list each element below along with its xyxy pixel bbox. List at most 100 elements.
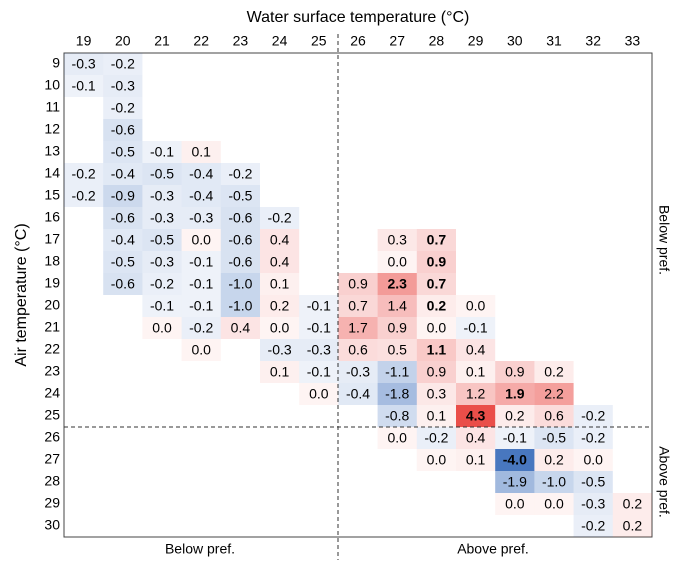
cell-value: -0.6 (111, 210, 135, 226)
cell (260, 317, 300, 339)
cell (338, 339, 378, 361)
cell (495, 383, 535, 405)
cell-value: 0.9 (505, 364, 525, 380)
cell (377, 317, 417, 339)
cell-value: -0.6 (228, 254, 252, 270)
cell (260, 251, 300, 273)
cell-value: 0.5 (387, 342, 407, 358)
cell (573, 427, 613, 449)
cell (142, 251, 182, 273)
cell-value: 0.2 (505, 408, 525, 424)
side-label: Below pref. (656, 205, 672, 275)
cell-value: -0.8 (385, 408, 409, 424)
cell (181, 317, 221, 339)
cell-value: -1.1 (385, 364, 409, 380)
cell-value: -0.3 (268, 342, 292, 358)
cell-value: -0.1 (72, 78, 96, 94)
cell (612, 493, 652, 515)
column-label: 28 (429, 33, 445, 49)
cell (534, 383, 574, 405)
cell-value: 0.4 (270, 254, 290, 270)
cell (377, 273, 417, 295)
cell-value: -0.1 (307, 298, 331, 314)
cell (377, 383, 417, 405)
cell (416, 273, 456, 295)
row-label: 26 (44, 429, 60, 445)
cell-value: 0.4 (466, 430, 486, 446)
cell (142, 317, 182, 339)
cell (220, 185, 260, 207)
row-label: 13 (44, 143, 60, 159)
cell-value: -0.1 (189, 298, 213, 314)
cell (416, 229, 456, 251)
cell (495, 471, 535, 493)
frame (63, 52, 653, 538)
cell-value: 0.9 (348, 276, 368, 292)
row-label: 19 (44, 275, 60, 291)
cell-value: 0.0 (191, 232, 211, 248)
cell-value: 0.0 (387, 254, 407, 270)
cell-value: 0.9 (387, 320, 407, 336)
cell (416, 405, 456, 427)
cell-value: -0.6 (228, 232, 252, 248)
cell (377, 405, 417, 427)
cell (377, 339, 417, 361)
cell-value: 0.1 (270, 276, 290, 292)
row-label: 16 (44, 209, 60, 225)
row-label: 9 (52, 55, 60, 71)
cell-value: 0.2 (544, 452, 564, 468)
cell-value: 0.4 (231, 320, 251, 336)
cell (103, 163, 143, 185)
cell-value: -0.3 (72, 56, 96, 72)
cell (299, 361, 339, 383)
cell-value: -0.1 (189, 276, 213, 292)
column-label: 19 (76, 33, 92, 49)
cell (142, 273, 182, 295)
cell (338, 383, 378, 405)
cell-value: 0.0 (583, 452, 603, 468)
cell (416, 427, 456, 449)
cell (220, 207, 260, 229)
cell-value: 0.0 (152, 320, 172, 336)
cell-value: -0.5 (228, 188, 252, 204)
cell (573, 515, 613, 537)
cell-value: 2.2 (544, 386, 564, 402)
cell (456, 361, 496, 383)
cell (181, 251, 221, 273)
row-label: 12 (44, 121, 60, 137)
cell (220, 229, 260, 251)
cell-value: -0.2 (228, 166, 252, 182)
cell-value: 0.2 (623, 518, 643, 534)
cell (299, 317, 339, 339)
cell (416, 251, 456, 273)
cell (338, 295, 378, 317)
cell-value: 0.4 (270, 232, 290, 248)
cell (103, 229, 143, 251)
side-label: Below pref. (165, 541, 235, 557)
cell (103, 53, 143, 75)
cell-value: -0.5 (111, 144, 135, 160)
cell (416, 361, 456, 383)
cell (64, 163, 104, 185)
cell (181, 207, 221, 229)
cell (416, 295, 456, 317)
cell (142, 295, 182, 317)
cell-value: -0.1 (464, 320, 488, 336)
cell-value: -0.4 (189, 166, 213, 182)
cell (260, 273, 300, 295)
cell (338, 317, 378, 339)
cell-value: 0.2 (623, 496, 643, 512)
cell-value: -0.2 (268, 210, 292, 226)
row-label: 14 (44, 165, 60, 181)
cell (142, 207, 182, 229)
cell-value: 0.3 (387, 232, 407, 248)
cell (416, 317, 456, 339)
cell (495, 427, 535, 449)
cell-value: 0.3 (427, 386, 447, 402)
side-label: Above pref. (656, 446, 672, 518)
cell-value: -0.1 (189, 254, 213, 270)
cell-value: 0.1 (466, 364, 486, 380)
column-label: 29 (468, 33, 484, 49)
cell-value: -1.9 (503, 474, 527, 490)
cell-value: -0.4 (189, 188, 213, 204)
